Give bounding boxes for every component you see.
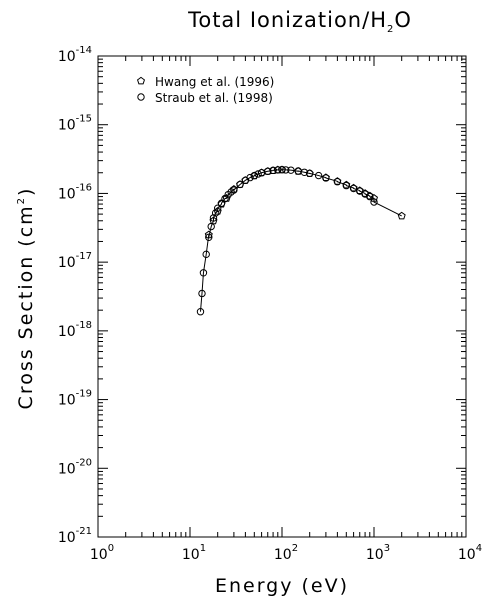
x-tick-label: 103 xyxy=(366,543,390,563)
chart-title: Total Ionization/H2O xyxy=(187,8,412,35)
straub-point xyxy=(322,174,330,182)
legend-label-hwang: Hwang et al. (1996) xyxy=(155,75,274,89)
straub-point xyxy=(207,222,215,231)
y-tick-label: 10-21 xyxy=(58,526,92,546)
y-tick-label: 10-14 xyxy=(58,45,92,65)
straub-point xyxy=(342,181,351,190)
plot-frame xyxy=(97,55,467,538)
straub-point xyxy=(314,171,323,180)
x-tick-label: 100 xyxy=(90,543,114,563)
y-tick-label: 10-15 xyxy=(58,114,92,134)
straub-point xyxy=(250,171,259,180)
straub-point xyxy=(230,186,238,194)
y-axis-label: Cross Section (cm2) xyxy=(15,187,37,410)
straub-point xyxy=(370,198,378,206)
x-tick-label: 101 xyxy=(182,543,206,563)
straub-point xyxy=(211,209,220,217)
axis-ticks xyxy=(97,55,467,538)
data-curve xyxy=(199,169,402,312)
legend-label-straub: Straub et al. (1998) xyxy=(155,91,273,105)
straub-point xyxy=(264,167,272,175)
straub-point xyxy=(305,169,314,178)
straub-point xyxy=(300,168,309,176)
legend-pentagon-marker xyxy=(136,76,146,85)
legend-marker-straub xyxy=(137,93,145,101)
straub-point xyxy=(366,192,374,201)
straub-point xyxy=(269,166,277,175)
hwang-point xyxy=(369,194,379,202)
straub-point xyxy=(333,178,342,186)
y-tick-label: 10-19 xyxy=(58,389,92,409)
y-tick-label: 10-17 xyxy=(58,251,92,271)
data-curves xyxy=(199,169,402,312)
straub-point xyxy=(198,289,206,298)
straub-point xyxy=(217,199,226,207)
x-axis-label: Energy (eV) xyxy=(215,575,349,597)
straub-point xyxy=(246,173,254,182)
y-tick-label: 10-20 xyxy=(58,457,92,477)
straub-point xyxy=(196,308,205,316)
straub-point xyxy=(209,214,218,222)
y-tick-label: 10-16 xyxy=(58,182,92,202)
straub-point xyxy=(213,204,222,212)
straub-point xyxy=(254,170,262,178)
tick-labels: 100 101 102 103 104 10-21 10-20 10-19 10-18 10-17… xyxy=(58,45,482,563)
y-tick-label: 10-18 xyxy=(58,320,92,340)
hwang-point xyxy=(397,211,406,220)
straub-point xyxy=(287,166,295,174)
straub-point xyxy=(199,269,208,277)
x-tick-label: 102 xyxy=(274,543,298,563)
straub-point xyxy=(205,233,213,241)
legend-circle-marker xyxy=(137,93,145,101)
straub-point xyxy=(282,166,290,174)
legend: Hwang et al. (1996) Straub et al. (1998) xyxy=(136,75,274,105)
x-tick-label: 104 xyxy=(458,543,482,563)
straub-point xyxy=(274,166,282,174)
straub-point xyxy=(202,250,210,259)
data-markers xyxy=(196,165,406,316)
legend-marker-hwang xyxy=(136,76,146,85)
straub-point xyxy=(236,180,244,189)
hwang-point xyxy=(204,230,213,239)
straub-point xyxy=(349,184,358,193)
straub-point xyxy=(278,165,286,174)
